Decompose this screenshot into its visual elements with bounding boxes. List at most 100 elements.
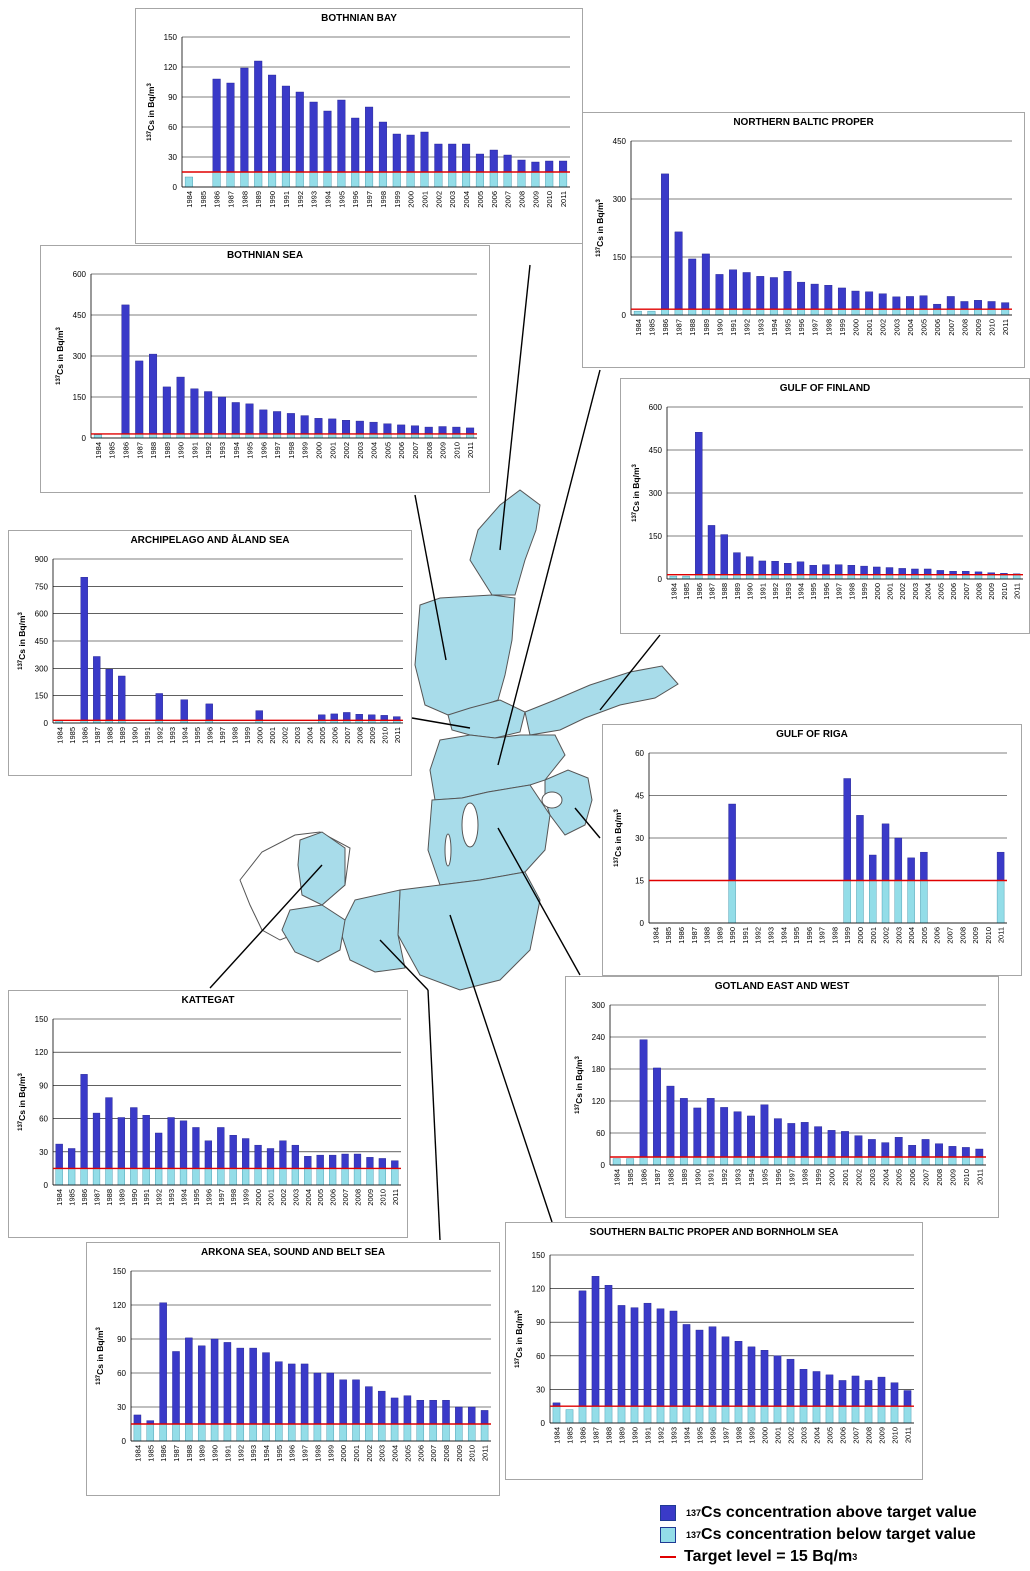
y-tick-label: 0 [541, 1419, 546, 1428]
bar-above-target [591, 1276, 600, 1407]
x-tick-label: 1984 [669, 583, 678, 600]
x-tick-label: 1994 [797, 583, 806, 600]
x-tick-label: 2002 [365, 1445, 374, 1462]
x-tick-label: 2002 [434, 191, 443, 208]
x-tick-label: 1990 [268, 191, 277, 208]
oland-island [444, 833, 452, 867]
x-tick-label: 1984 [94, 442, 103, 459]
bar-above-target [881, 1142, 890, 1158]
bar-below-target [275, 1423, 283, 1442]
bar-above-target [416, 1399, 425, 1425]
x-tick-label: 1987 [227, 191, 236, 208]
bar-below-target [881, 880, 890, 924]
bar-above-target [907, 857, 915, 881]
bar-below-target [403, 1423, 412, 1442]
x-tick-label: 1992 [743, 319, 752, 336]
x-tick-label: 1992 [155, 1189, 164, 1206]
x-tick-label: 2003 [868, 1169, 877, 1186]
x-tick-label: 2008 [975, 583, 984, 600]
bar-below-target [406, 171, 415, 188]
x-tick-label: 1986 [661, 319, 670, 336]
y-axis-label-sup: 137 [515, 1357, 521, 1368]
y-axis-label-main: Cs in Bq/m [613, 812, 623, 857]
x-tick-label: 1997 [217, 1189, 226, 1206]
x-tick-label: 1993 [310, 191, 319, 208]
x-tick-label: 1996 [205, 727, 214, 744]
bar-above-target [935, 1143, 943, 1158]
bar-above-target [841, 1131, 849, 1158]
y-tick-label: 0 [122, 1437, 127, 1446]
y-tick-label: 150 [164, 33, 178, 42]
bar-below-target [695, 1405, 704, 1424]
x-tick-label: 1984 [133, 1445, 142, 1462]
chart-title: GOTLAND EAST AND WEST [714, 981, 850, 992]
y-tick-label: 150 [35, 1015, 49, 1024]
bar-above-target [948, 1146, 957, 1158]
x-tick-label: 2000 [856, 927, 865, 944]
bar-above-target [786, 1358, 795, 1407]
y-tick-label: 450 [613, 137, 627, 146]
bar-above-target [287, 1363, 296, 1425]
x-tick-label: 2010 [984, 927, 993, 944]
x-tick-label: 2009 [455, 1445, 464, 1462]
bar-above-target [304, 1156, 312, 1169]
x-tick-label: 1998 [735, 1427, 744, 1444]
x-tick-label: 2000 [852, 319, 861, 336]
x-tick-label: 1988 [720, 583, 729, 600]
bar-above-target [155, 693, 163, 721]
bar-above-target [837, 287, 846, 310]
bar-below-target [643, 1405, 652, 1424]
bar-below-target [854, 1156, 863, 1166]
x-tick-label: 1984 [553, 1427, 562, 1444]
legend-swatch-above [660, 1505, 676, 1521]
bar-above-target [242, 1138, 250, 1169]
x-tick-label: 1990 [211, 1445, 220, 1462]
bar-above-target [314, 418, 323, 435]
bar-above-target [342, 420, 351, 435]
x-tick-label: 1993 [218, 442, 227, 459]
bar-below-target [669, 1405, 678, 1424]
bar-above-target [706, 1098, 715, 1158]
y-axis-label-unit-sup: 3 [614, 808, 620, 812]
x-tick-label: 2003 [356, 442, 365, 459]
x-tick-label: 1997 [301, 1445, 310, 1462]
kattegat-basin [297, 831, 346, 906]
bar-below-target [329, 1168, 337, 1186]
x-tick-label: 2001 [865, 319, 874, 336]
bar-below-target [797, 308, 806, 316]
bar-above-target [643, 1302, 652, 1407]
bar-below-target [733, 1156, 742, 1166]
bar-below-target [708, 1405, 717, 1424]
bar-below-target [416, 1423, 425, 1442]
bar-above-target [167, 1117, 175, 1169]
bar-below-target [841, 1156, 849, 1166]
y-tick-label: 150 [73, 393, 87, 402]
bar-above-target [192, 1127, 200, 1169]
bar-below-target [890, 1405, 899, 1424]
y-tick-label: 90 [39, 1081, 48, 1090]
y-tick-label: 60 [168, 123, 177, 132]
y-tick-label: 300 [592, 1001, 606, 1010]
bar-below-target [869, 880, 877, 924]
legend-below-sup: 137 [686, 1530, 702, 1540]
bar-above-target [462, 143, 471, 173]
bar-above-target [291, 1144, 299, 1169]
bar-below-target [1001, 308, 1010, 316]
bar-below-target [837, 308, 846, 316]
bar-above-target [851, 1375, 860, 1407]
chart-svg: 0 150 300 450 600 137Cs in Bq/m3 1984 1985 1986 1… [55, 270, 477, 459]
x-tick-label: 1987 [675, 319, 684, 336]
x-tick-label: 1988 [149, 442, 158, 459]
bar-above-target [210, 1338, 219, 1425]
x-tick-label: 1994 [324, 191, 333, 208]
bar-above-target [708, 1326, 717, 1407]
bar-above-target [275, 1361, 283, 1425]
x-tick-label: 1994 [770, 319, 779, 336]
bar-below-target [268, 171, 277, 188]
bar-above-target [475, 153, 484, 173]
x-tick-label: 1993 [784, 583, 793, 600]
bar-below-target [442, 1423, 450, 1442]
x-tick-label: 2003 [894, 927, 903, 944]
bar-above-target [254, 60, 263, 173]
x-tick-label: 1990 [130, 727, 139, 744]
